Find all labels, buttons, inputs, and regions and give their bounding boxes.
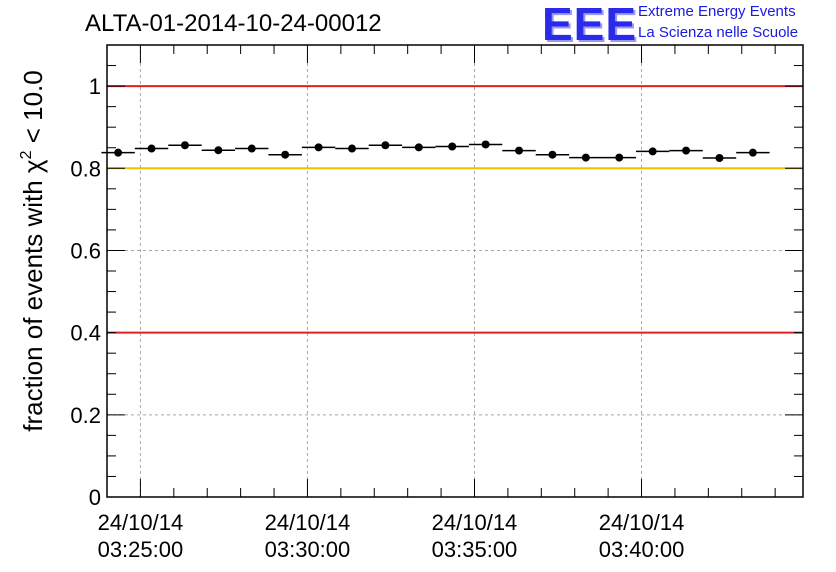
y-axis-label: fraction of events with χ2 < 10.0 — [18, 70, 48, 431]
data-point-1 — [147, 144, 156, 153]
y-tick-label-0: 0 — [89, 485, 101, 510]
chart-title: ALTA-01-2014-10-24-00012 — [85, 10, 382, 37]
data-point-3 — [214, 146, 223, 155]
data-point-13 — [548, 150, 557, 159]
x-tick-label-date-0: 24/10/14 — [98, 510, 184, 535]
data-point-9 — [414, 143, 423, 152]
data-point-2 — [180, 141, 189, 150]
data-point-10 — [448, 142, 457, 151]
eee-logo: EEE — [542, 0, 638, 50]
y-axis-label-chi: χ — [18, 159, 48, 173]
data-point-17 — [682, 146, 691, 155]
x-tick-label-date-1: 24/10/14 — [265, 510, 351, 535]
x-tick-label-time-2: 03:35:00 — [432, 537, 518, 562]
x-tick-label-date-3: 24/10/14 — [599, 510, 685, 535]
data-point-6 — [314, 143, 323, 152]
logo-tagline-2: La Scienza nelle Scuole — [638, 24, 799, 41]
axes — [106, 44, 804, 498]
x-tick-label-time-3: 03:40:00 — [599, 537, 685, 562]
y-tick-label-1: 0.2 — [70, 403, 101, 428]
data-point-11 — [481, 140, 490, 149]
y-axis-label-sup: 2 — [18, 150, 35, 159]
x-tick-label-time-0: 03:25:00 — [98, 537, 184, 562]
grid — [107, 45, 803, 497]
x-tick-labels: 24/10/1403:25:0024/10/1403:30:0024/10/14… — [98, 510, 685, 562]
data-point-19 — [748, 148, 757, 157]
data-point-18 — [715, 154, 724, 162]
data-point-7 — [347, 144, 356, 153]
y-axis-label-tail: < 10.0 — [18, 70, 48, 150]
data-point-4 — [247, 144, 256, 153]
data-point-12 — [515, 146, 524, 155]
data-point-14 — [581, 153, 590, 162]
plot-frame — [106, 44, 804, 498]
y-tick-label-5: 1 — [89, 74, 101, 99]
data-point-15 — [615, 153, 624, 162]
logo-tagline-1: Extreme Energy Events — [638, 3, 796, 20]
data-point-0 — [114, 148, 123, 157]
reference-lines — [107, 85, 803, 334]
data-points — [101, 140, 770, 162]
tick-marks — [106, 44, 803, 498]
y-axis-label-main: fraction of events with — [18, 173, 48, 432]
y-tick-label-2: 0.4 — [70, 321, 101, 346]
x-tick-label-date-2: 24/10/14 — [432, 510, 518, 535]
y-tick-labels: 0 0.2 0.4 0.6 0.8 1 — [70, 74, 101, 510]
y-tick-label-4: 0.8 — [70, 156, 101, 181]
x-tick-label-time-1: 03:30:00 — [265, 537, 351, 562]
data-point-16 — [648, 147, 657, 156]
data-point-8 — [381, 141, 390, 150]
y-tick-label-3: 0.6 — [70, 238, 101, 263]
data-point-5 — [281, 150, 290, 159]
